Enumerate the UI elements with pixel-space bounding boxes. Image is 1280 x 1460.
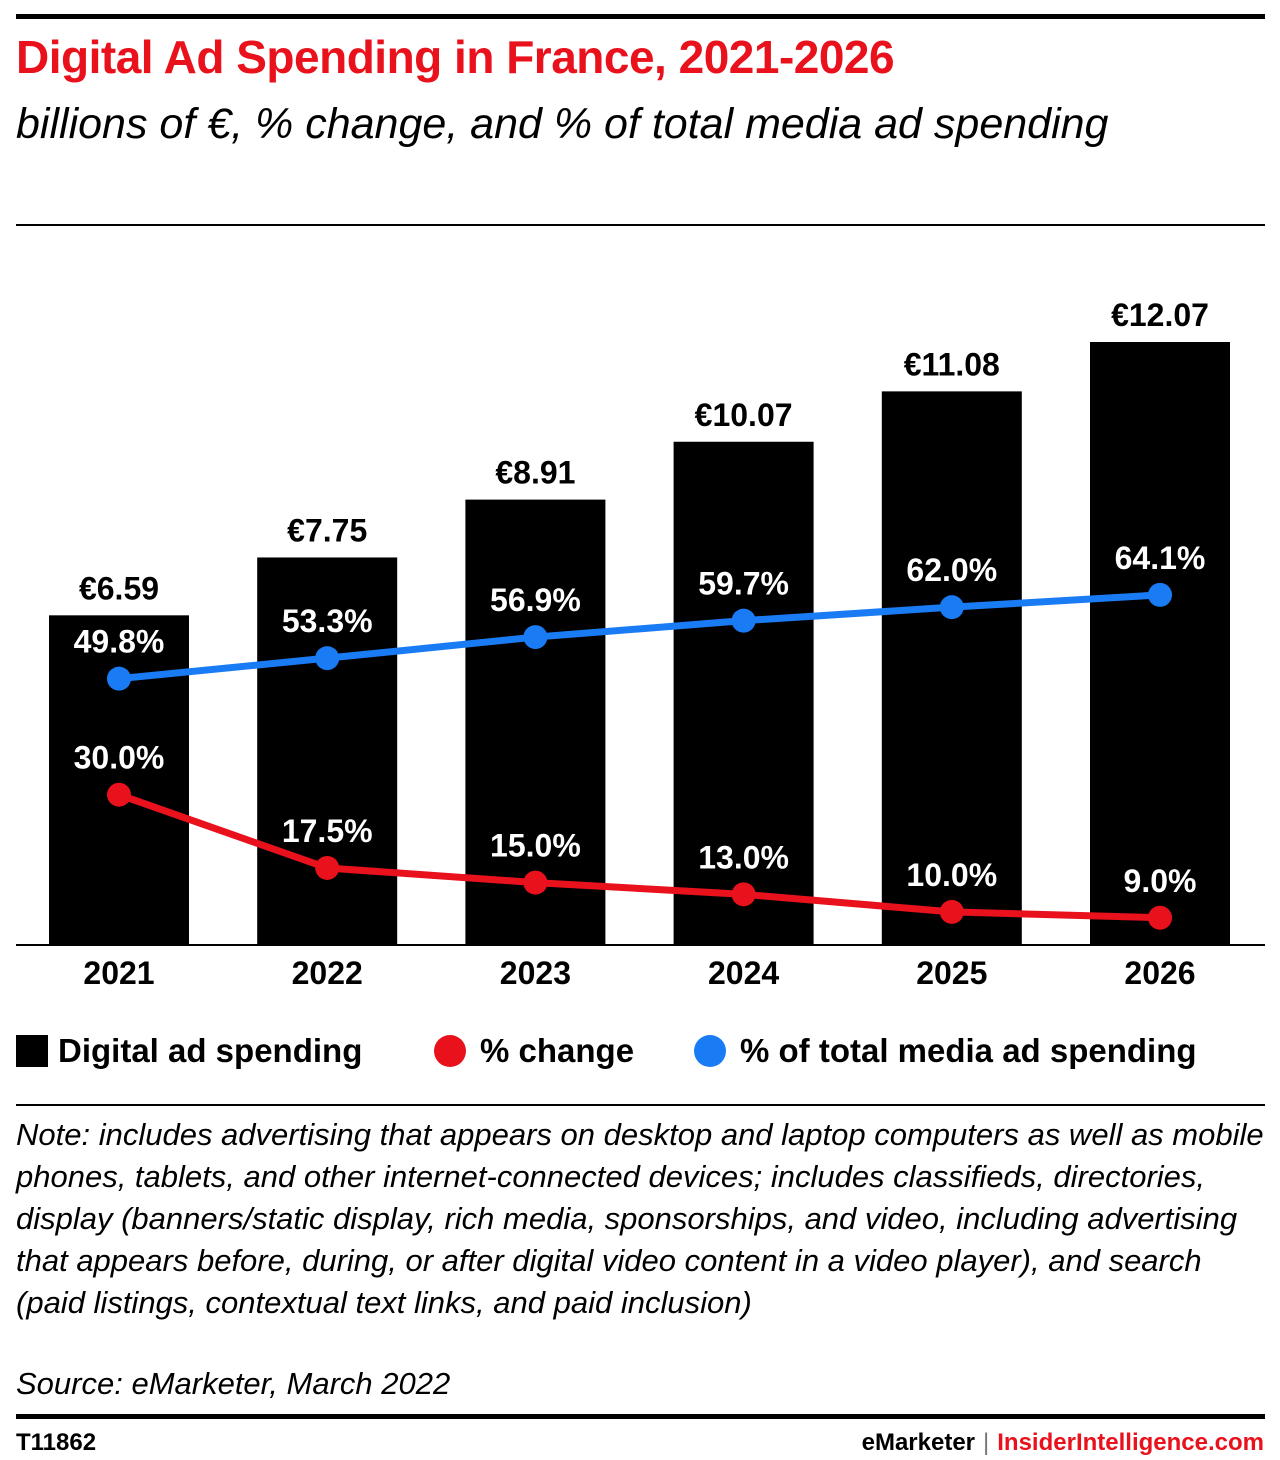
- line-point: [523, 625, 548, 650]
- line-value-label: 49.8%: [74, 624, 165, 660]
- x-tick-label: 2025: [916, 955, 987, 991]
- line-value-label: 10.0%: [906, 857, 997, 893]
- header-rule: [16, 224, 1265, 226]
- bar: [1090, 342, 1230, 944]
- line-value-label: 9.0%: [1124, 863, 1197, 899]
- line-point: [107, 782, 131, 807]
- line-point: [315, 855, 340, 880]
- line-value-label: 64.1%: [1115, 540, 1206, 576]
- line-value-label: 62.0%: [906, 552, 997, 588]
- line-value-label: 17.5%: [282, 813, 373, 849]
- x-tick-label: 2026: [1124, 955, 1195, 991]
- line-point: [1148, 582, 1172, 607]
- legend-item-digital-ad-spending: Digital ad spending: [16, 1032, 362, 1070]
- line-point: [939, 899, 964, 924]
- line-value-label: 13.0%: [698, 839, 789, 875]
- legend-swatch-blue: [694, 1035, 726, 1067]
- bar-value-label: €7.75: [287, 512, 367, 548]
- brand-site-link[interactable]: InsiderIntelligence.com: [997, 1429, 1264, 1456]
- chart-title: Digital Ad Spending in France, 2021-2026: [16, 31, 895, 83]
- bar: [673, 441, 814, 944]
- bar-value-label: €12.07: [1111, 297, 1209, 333]
- chart-id: T11862: [16, 1429, 97, 1456]
- line-point: [315, 646, 340, 671]
- legend-swatch-red: [434, 1035, 466, 1067]
- bar-value-label: €6.59: [79, 570, 159, 606]
- source-line: Source: eMarketer, March 2022: [16, 1366, 451, 1401]
- x-tick-label: 2024: [708, 955, 779, 991]
- x-tick-label: 2021: [83, 955, 154, 991]
- line-value-label: 15.0%: [490, 828, 581, 864]
- bottom-rule: [16, 1414, 1265, 1419]
- line-point: [523, 870, 548, 895]
- legend-label: % change: [480, 1032, 635, 1069]
- legend-label: % of total media ad spending: [740, 1032, 1197, 1069]
- legend-swatch-black: [16, 1035, 48, 1067]
- footer-brand: eMarketer | InsiderIntelligence.com: [862, 1429, 1264, 1457]
- line-point: [731, 882, 756, 907]
- share-line: [118, 591, 1161, 683]
- change-line: [117, 791, 1161, 922]
- x-tick-label: 2022: [292, 955, 363, 991]
- line-point: [731, 608, 756, 633]
- top-rule: [16, 14, 1265, 19]
- line-point: [107, 666, 131, 691]
- line-point: [939, 595, 964, 620]
- legend-item-percent-change: % change: [434, 1032, 634, 1070]
- line-value-label: 30.0%: [74, 740, 165, 776]
- bar: [465, 499, 606, 944]
- line-value-label: 53.3%: [282, 603, 373, 639]
- bar-value-label: €10.07: [695, 397, 793, 433]
- bar-value-label: €8.91: [495, 455, 575, 491]
- line-point: [1148, 905, 1172, 930]
- footnote: Note: includes advertising that appears …: [16, 1117, 1264, 1320]
- legend-item-percent-total-media: % of total media ad spending: [694, 1032, 1197, 1070]
- brand-separator: |: [983, 1429, 990, 1456]
- line-value-label: 59.7%: [698, 566, 789, 602]
- line-value-label: 56.9%: [490, 582, 581, 618]
- chart-subtitle: billions of €, % change, and % of total …: [16, 100, 1109, 148]
- chart-area: €6.59 €7.75 €8.91 €10.07 €11.08 €12.07 2021 202…: [16, 297, 1265, 991]
- legend-label: Digital ad spending: [58, 1032, 363, 1069]
- bar: [881, 391, 1022, 944]
- bar-value-label: €11.08: [904, 346, 1000, 382]
- legend-rule: [16, 1104, 1265, 1106]
- x-tick-label: 2023: [500, 955, 571, 991]
- brand-emarketer: eMarketer: [861, 1429, 976, 1456]
- bar: [49, 615, 189, 944]
